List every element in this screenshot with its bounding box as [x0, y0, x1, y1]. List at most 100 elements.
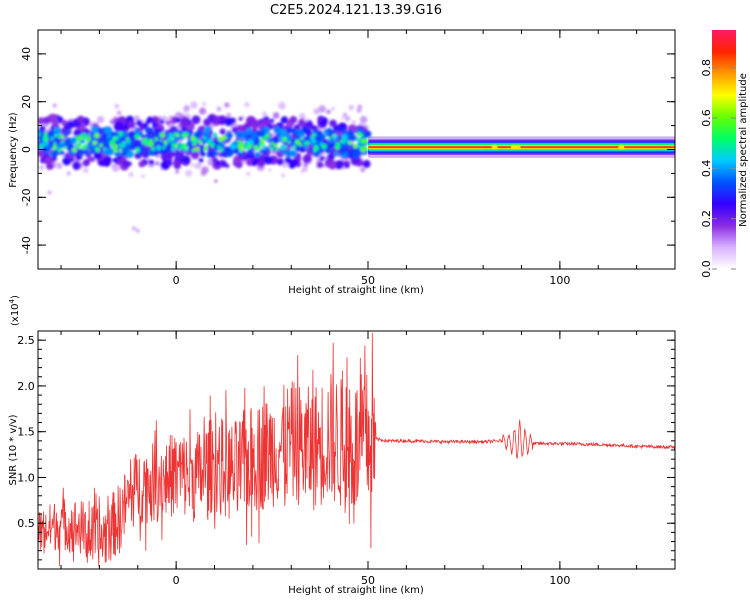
noise-blob-peak	[310, 135, 314, 140]
x-tick-label: 0	[173, 574, 180, 587]
noise-blob-faint	[198, 107, 207, 115]
colorbar-tick-label: 0.2	[700, 210, 713, 228]
noise-blob	[165, 159, 173, 167]
noise-blob-peak	[184, 145, 189, 150]
noise-blob-peak	[173, 132, 178, 137]
noise-blob-peak	[256, 146, 261, 151]
noise-blob	[69, 157, 75, 163]
noise-blob-peak	[292, 145, 296, 149]
y-tick-label: 40	[20, 47, 33, 61]
noise-blob-core	[336, 126, 342, 133]
noise-blob	[138, 160, 145, 168]
noise-blob	[182, 155, 191, 163]
noise-blob-faint	[341, 166, 345, 170]
noise-blob-peak	[171, 143, 176, 148]
spectrogram-ticks: 0 50 100 40 20 0 -20 -40	[20, 29, 676, 287]
noise-blob-peak	[85, 136, 91, 143]
noise-blob-peak	[300, 136, 304, 140]
noise-blob-core	[247, 128, 253, 134]
scale-exponent: 4	[8, 298, 16, 303]
noise-blob-peak	[248, 139, 254, 145]
noise-blob-peak	[181, 132, 188, 138]
noise-blob-faint	[55, 162, 63, 170]
noise-blob-peak	[311, 139, 317, 144]
noise-blob	[225, 163, 230, 168]
noise-blob-core	[144, 127, 151, 133]
noise-blob-core	[145, 151, 150, 155]
noise-blob-core	[101, 134, 108, 141]
noise-blob-peak	[50, 137, 54, 141]
noise-blob-core	[187, 129, 194, 135]
noise-blob-faint	[216, 106, 222, 112]
noise-blob-peak	[270, 141, 274, 146]
noise-blob-peak	[210, 142, 215, 148]
noise-blob	[42, 116, 50, 125]
noise-blob	[328, 161, 337, 170]
noise-blob	[117, 160, 122, 166]
noise-blob	[344, 162, 350, 169]
noise-blob-faint	[109, 119, 115, 125]
noise-blob-peak	[357, 132, 362, 137]
noise-blob	[72, 161, 81, 170]
noise-blob	[175, 117, 181, 123]
noise-blob-peak	[92, 140, 98, 146]
noise-blob-faint	[226, 112, 232, 118]
noise-blob	[224, 117, 234, 127]
colorbar-tick-label: 0.4	[700, 160, 713, 178]
noise-blob-peak	[81, 132, 87, 139]
colorbar-ticks: 0.0 0.2 0.4 0.6 0.8	[700, 59, 736, 278]
noise-blob-core	[126, 150, 134, 158]
noise-blob-core	[51, 150, 59, 157]
noise-blob-peak	[168, 133, 174, 139]
noise-blob-peak	[134, 133, 141, 140]
stray-blob	[66, 171, 71, 176]
noise-blob-core	[154, 128, 159, 133]
snr-line	[38, 332, 675, 567]
x-tick-label: 100	[549, 574, 570, 587]
noise-blob-peak	[340, 139, 345, 144]
y-tick-label: 20	[20, 95, 33, 109]
noise-blob-core	[137, 147, 144, 154]
noise-blob-core	[347, 131, 354, 139]
band-knot	[514, 144, 521, 150]
noise-blob-peak	[279, 144, 286, 150]
noise-blob-core	[299, 133, 305, 140]
noise-blob-core	[278, 129, 287, 138]
noise-blob-peak	[345, 139, 349, 142]
noise-blob-faint	[201, 166, 209, 174]
noise-blob	[263, 155, 273, 165]
noise-blob	[136, 119, 143, 127]
noise-blob-peak	[269, 146, 274, 151]
noise-blob-core	[106, 148, 114, 156]
snr-y-scale-label: (x104)	[8, 295, 21, 326]
noise-blob-peak	[60, 135, 65, 139]
noise-blob-peak	[203, 136, 208, 141]
noise-blob-peak	[167, 137, 172, 143]
noise-blob-peak	[95, 148, 101, 153]
noise-blob-faint	[299, 113, 306, 120]
noise-blob-peak	[113, 148, 118, 153]
noise-blob	[104, 156, 112, 163]
noise-blob-peak	[120, 142, 126, 148]
band-knot	[491, 144, 498, 150]
x-tick-label: 100	[549, 274, 570, 287]
noise-blob-core	[152, 131, 161, 140]
noise-blob-core	[342, 128, 347, 132]
noise-blob-faint	[97, 116, 103, 122]
y-tick-label: 2.5	[17, 334, 35, 347]
noise-blob-peak	[294, 139, 301, 145]
noise-blob-faint	[201, 101, 207, 106]
noise-blob-faint	[318, 105, 327, 113]
noise-blob	[362, 159, 371, 168]
noise-blob-peak	[71, 147, 78, 153]
noise-blob-faint	[242, 115, 246, 119]
noise-blob-core	[200, 151, 206, 157]
noise-blob-peak	[87, 133, 91, 137]
noise-blob	[145, 118, 152, 125]
x-tick-label: 50	[361, 574, 375, 587]
noise-blob-peak	[113, 136, 117, 140]
noise-blob-core	[65, 129, 72, 135]
noise-blob-peak	[253, 145, 258, 150]
noise-blob-peak	[333, 135, 338, 140]
noise-blob-faint	[344, 115, 351, 122]
